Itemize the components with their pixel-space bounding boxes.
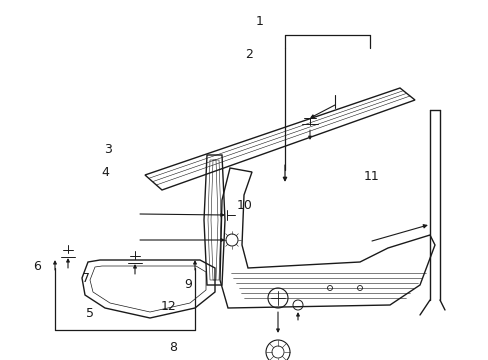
Text: 7: 7	[81, 273, 89, 285]
Text: 9: 9	[184, 278, 192, 291]
Text: 4: 4	[101, 166, 109, 179]
Text: 12: 12	[161, 300, 176, 312]
Text: 8: 8	[169, 341, 177, 354]
Text: 6: 6	[33, 260, 41, 273]
Text: 1: 1	[255, 15, 263, 28]
Text: 5: 5	[86, 307, 94, 320]
Text: 11: 11	[363, 170, 379, 183]
Text: 10: 10	[236, 199, 252, 212]
Text: 2: 2	[245, 48, 253, 60]
Text: 3: 3	[103, 143, 111, 156]
